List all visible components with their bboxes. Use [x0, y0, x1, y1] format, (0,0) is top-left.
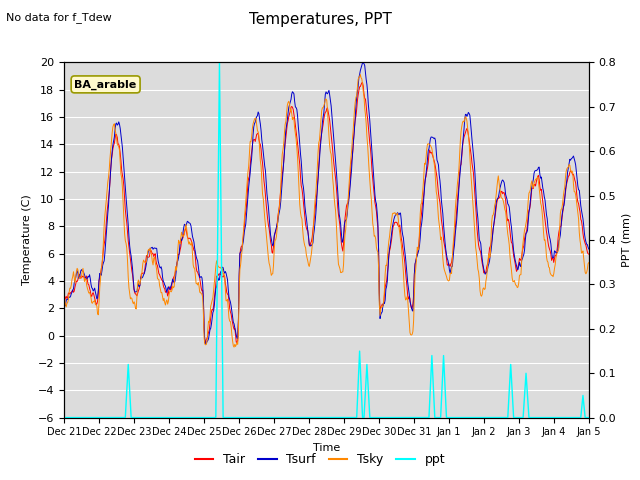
Y-axis label: Temperature (C): Temperature (C) — [22, 194, 32, 286]
Legend: Tair, Tsurf, Tsky, ppt: Tair, Tsurf, Tsky, ppt — [189, 448, 451, 471]
Y-axis label: PPT (mm): PPT (mm) — [622, 213, 632, 267]
Text: Temperatures, PPT: Temperatures, PPT — [248, 12, 392, 27]
Text: BA_arable: BA_arable — [74, 79, 137, 90]
X-axis label: Time: Time — [313, 443, 340, 453]
Text: No data for f_Tdew: No data for f_Tdew — [6, 12, 112, 23]
